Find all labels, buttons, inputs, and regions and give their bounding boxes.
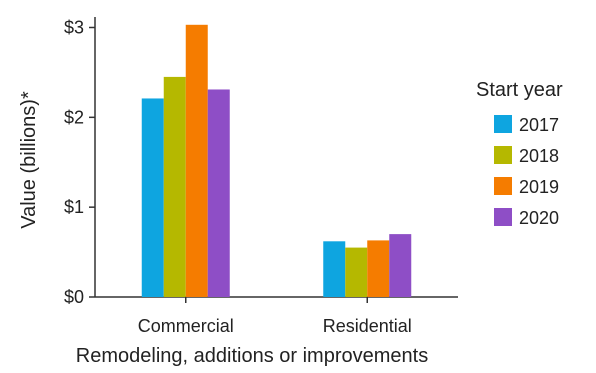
legend-swatch-2017 (494, 115, 512, 133)
x-tick-label: Residential (323, 316, 412, 336)
legend-label-2018: 2018 (519, 146, 559, 166)
y-axis-title: Value (billions)* (18, 91, 40, 229)
x-axis: Commercial Residential (95, 296, 458, 336)
bar-2017-commercial (141, 98, 164, 297)
bar-2018-residential (345, 247, 368, 297)
bar-2019-commercial (185, 24, 208, 297)
y-tick-label: $2 (64, 107, 84, 127)
bar-2020-residential (389, 234, 412, 297)
legend: Start year 2017 2018 2019 2020 (476, 79, 563, 228)
bars (141, 24, 412, 297)
legend-swatch-2018 (494, 146, 512, 164)
y-tick-label: $0 (64, 287, 84, 307)
y-tick-label: $1 (64, 197, 84, 217)
x-tick-label: Commercial (138, 316, 234, 336)
x-axis-title: Remodeling, additions or improvements (76, 345, 428, 367)
legend-swatch-2019 (494, 177, 512, 195)
bar-2017-residential (323, 241, 346, 297)
bar-2018-commercial (163, 76, 186, 297)
legend-label-2019: 2019 (519, 177, 559, 197)
bar-2020-commercial (207, 89, 230, 297)
legend-label-2017: 2017 (519, 115, 559, 135)
y-tick-label: $3 (64, 17, 84, 37)
legend-title: Start year (476, 79, 563, 101)
y-axis: $0 $1 $2 $3 (64, 17, 96, 307)
bar-2019-residential (367, 240, 390, 297)
legend-label-2020: 2020 (519, 208, 559, 228)
legend-swatch-2020 (494, 208, 512, 226)
